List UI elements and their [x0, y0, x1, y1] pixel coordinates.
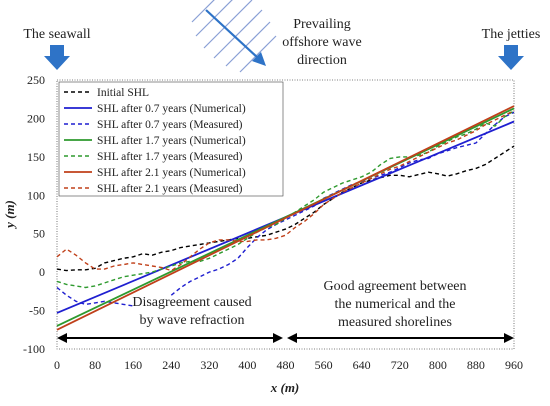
y-tick-label: 50 — [33, 227, 45, 241]
x-axis-label: x (m) — [270, 380, 300, 395]
y-tick-label: 200 — [27, 111, 45, 125]
series-line-initial-shl — [56, 145, 515, 272]
x-tick-label: 160 — [124, 358, 142, 372]
legend: Initial SHL SHL after 0.7 years (Numerica… — [58, 81, 284, 197]
legend-entry-label: SHL after 0.7 years (Measured) — [97, 119, 243, 131]
plot-frame — [56, 79, 515, 350]
legend-box — [58, 81, 284, 197]
legend-entry-label: Initial SHL — [97, 87, 149, 99]
legend-entry-label: SHL after 2.1 years (Numerical) — [97, 167, 246, 179]
y-tick-label: 250 — [27, 73, 45, 87]
y-tick-label: 150 — [27, 150, 45, 164]
series-layer — [56, 105, 515, 331]
legend-entry-label: SHL after 1.7 years (Measured) — [97, 151, 243, 163]
disagreement-line2: by wave refraction — [140, 313, 245, 328]
agreement-line1: Good agreement between — [323, 279, 466, 294]
wave-label-line3: direction — [297, 53, 347, 68]
y-tick-label: -100 — [23, 342, 45, 356]
legend-entry-label: SHL after 2.1 years (Measured) — [97, 183, 243, 195]
x-tick-label: 880 — [467, 358, 485, 372]
right-range-double-arrow-icon — [287, 333, 514, 343]
legend-entry-label: SHL after 0.7 years (Numerical) — [97, 103, 246, 115]
series-line-shl-after-0-7-years-measured — [56, 286, 134, 307]
y-axis-label: y (m) — [2, 200, 17, 230]
seawall-down-arrow-icon — [44, 45, 70, 70]
x-tick-label: 720 — [391, 358, 409, 372]
y-tick-label: 0 — [39, 265, 45, 279]
disagreement-annotation: Disagreement caused by wave refraction — [132, 295, 251, 328]
y-tick-labels: -100 -50 0 50 100 150 200 250 — [23, 73, 45, 356]
x-tick-label: 960 — [505, 358, 523, 372]
legend-entry-label: SHL after 1.7 years (Numerical) — [97, 135, 246, 147]
x-tick-label: 400 — [238, 358, 256, 372]
seawall-label: The seawall — [23, 27, 90, 42]
agreement-annotation: Good agreement between the numerical and… — [323, 279, 466, 330]
x-tick-label: 240 — [162, 358, 180, 372]
jetties-down-arrow-icon — [498, 45, 524, 70]
wave-direction-arrow-icon — [205, 9, 266, 66]
y-tick-label: -50 — [29, 304, 45, 318]
series-line-shl-after-2-1-years-numerical — [56, 105, 515, 331]
x-tick-label: 80 — [89, 358, 101, 372]
x-tick-label: 640 — [353, 358, 371, 372]
disagreement-line1: Disagreement caused — [132, 295, 251, 310]
wave-label-line1: Prevailing — [293, 17, 351, 32]
wave-hatch-icon — [191, 0, 277, 73]
left-range-double-arrow-icon — [57, 333, 283, 343]
x-tick-label: 480 — [277, 358, 295, 372]
x-tick-label: 0 — [54, 358, 60, 372]
x-tick-label: 800 — [429, 358, 447, 372]
y-tick-label: 100 — [27, 188, 45, 202]
series-line-shl-after-1-7-years-measured — [56, 110, 515, 289]
x-tick-label: 320 — [200, 358, 218, 372]
agreement-line3: measured shorelines — [338, 315, 452, 330]
wave-label-line2: offshore wave — [282, 35, 361, 50]
agreement-line2: the numerical and the — [335, 297, 456, 312]
jetties-label: The jetties — [482, 27, 541, 42]
x-tick-label: 560 — [315, 358, 333, 372]
series-line-shl-after-2-1-years-measured — [56, 110, 515, 272]
x-tick-labels: 0 80 160 240 320 400 480 560 640 720 800 880 960 — [54, 358, 523, 372]
